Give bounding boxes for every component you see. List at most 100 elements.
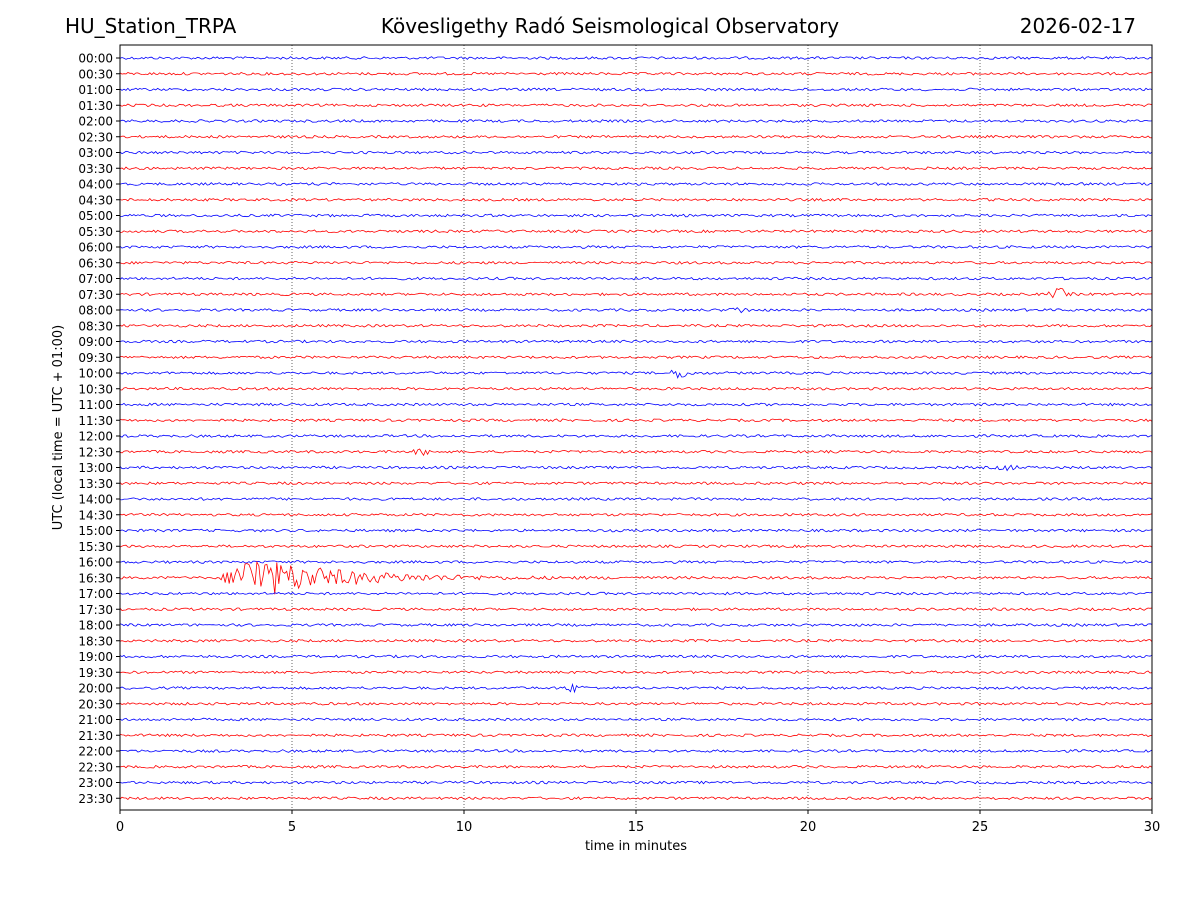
row-label-10:30: 10:30 xyxy=(78,382,113,396)
trace-11:30 xyxy=(119,418,1153,423)
trace-08:30 xyxy=(119,323,1153,328)
row-label-17:00: 17:00 xyxy=(78,587,113,601)
x-tick-label-5: 5 xyxy=(288,820,296,835)
row-label-14:00: 14:00 xyxy=(78,493,113,507)
trace-21:00 xyxy=(119,717,1153,722)
row-label-21:30: 21:30 xyxy=(78,729,113,743)
trace-18:30 xyxy=(119,638,1153,643)
trace-17:00 xyxy=(119,591,1153,596)
row-label-20:30: 20:30 xyxy=(78,697,113,711)
x-tick-label-30: 30 xyxy=(1144,820,1161,835)
x-tick-label-20: 20 xyxy=(800,820,817,835)
trace-06:00 xyxy=(119,245,1153,249)
row-label-10:00: 10:00 xyxy=(78,367,113,381)
trace-02:30 xyxy=(119,134,1153,139)
row-label-22:30: 22:30 xyxy=(78,760,113,774)
row-label-11:30: 11:30 xyxy=(78,414,113,428)
row-label-15:00: 15:00 xyxy=(78,524,113,538)
trace-07:00 xyxy=(119,276,1153,281)
trace-09:30 xyxy=(119,355,1153,360)
trace-04:00 xyxy=(119,182,1153,186)
row-label-22:00: 22:00 xyxy=(78,745,113,759)
vertical-gridlines xyxy=(291,45,981,810)
trace-00:00 xyxy=(119,56,1153,60)
row-label-20:00: 20:00 xyxy=(78,682,113,696)
row-label-12:30: 12:30 xyxy=(78,445,113,459)
row-label-16:30: 16:30 xyxy=(78,571,113,585)
trace-23:00 xyxy=(119,780,1153,785)
trace-05:30 xyxy=(119,229,1153,234)
row-label-23:00: 23:00 xyxy=(78,776,113,790)
row-label-18:00: 18:00 xyxy=(78,619,113,633)
record-date: 2026-02-17 xyxy=(1019,14,1136,38)
row-label-15:30: 15:30 xyxy=(78,540,113,554)
trace-12:00 xyxy=(119,434,1153,438)
row-label-19:30: 19:30 xyxy=(78,666,113,680)
trace-19:00 xyxy=(119,654,1153,659)
trace-13:00 xyxy=(119,464,1153,472)
trace-00:30 xyxy=(119,71,1152,76)
x-axis-label: time in minutes xyxy=(585,839,687,854)
row-label-06:30: 06:30 xyxy=(78,256,113,270)
trace-04:30 xyxy=(119,197,1153,202)
trace-20:30 xyxy=(119,701,1153,706)
trace-10:30 xyxy=(119,386,1153,391)
trace-10:00 xyxy=(119,369,1153,379)
trace-21:30 xyxy=(119,733,1153,738)
row-label-12:00: 12:00 xyxy=(78,430,113,444)
trace-12:30 xyxy=(119,448,1153,457)
row-label-01:00: 01:00 xyxy=(78,83,113,97)
trace-18:00 xyxy=(119,623,1153,627)
trace-08:00 xyxy=(119,307,1153,314)
row-label-07:30: 07:30 xyxy=(78,288,113,302)
row-label-19:00: 19:00 xyxy=(78,650,113,664)
row-label-03:00: 03:00 xyxy=(78,146,113,160)
trace-16:30 xyxy=(119,560,1152,595)
row-label-07:00: 07:00 xyxy=(78,272,113,286)
trace-13:30 xyxy=(119,481,1153,486)
trace-02:00 xyxy=(119,119,1153,123)
trace-20:00 xyxy=(119,682,1153,694)
trace-11:00 xyxy=(119,402,1153,407)
trace-15:30 xyxy=(119,544,1153,549)
row-label-21:00: 21:00 xyxy=(78,713,113,727)
row-label-13:30: 13:30 xyxy=(78,477,113,491)
trace-22:00 xyxy=(119,749,1153,753)
trace-03:00 xyxy=(119,150,1153,155)
trace-03:30 xyxy=(119,166,1153,171)
row-label-03:30: 03:30 xyxy=(78,162,113,176)
trace-05:00 xyxy=(120,213,1152,218)
row-label-14:30: 14:30 xyxy=(78,508,113,522)
x-tick-label-10: 10 xyxy=(456,820,473,835)
row-label-02:00: 02:00 xyxy=(78,115,113,129)
trace-19:30 xyxy=(119,670,1153,675)
station-name: HU_Station_TRPA xyxy=(65,14,237,38)
row-label-08:30: 08:30 xyxy=(78,319,113,333)
y-axis-label: UTC (local time = UTC + 01:00) xyxy=(51,325,66,530)
trace-01:00 xyxy=(119,87,1153,92)
row-label-11:00: 11:00 xyxy=(78,398,113,412)
row-label-06:00: 06:00 xyxy=(78,241,113,255)
row-label-23:30: 23:30 xyxy=(78,792,113,806)
x-tick-label-0: 0 xyxy=(116,820,124,835)
row-label-18:30: 18:30 xyxy=(78,634,113,648)
row-label-13:00: 13:00 xyxy=(78,461,113,475)
trace-09:00 xyxy=(119,339,1153,344)
trace-22:30 xyxy=(119,764,1153,769)
row-label-05:30: 05:30 xyxy=(78,225,113,239)
observatory-title: Kövesligethy Radó Seismological Observat… xyxy=(380,14,840,38)
x-axis-ticks: 0 5 10 15 20 25 30 xyxy=(116,810,1160,835)
x-tick-label-15: 15 xyxy=(628,820,645,835)
row-label-08:00: 08:00 xyxy=(78,304,113,318)
row-label-02:30: 02:30 xyxy=(78,130,113,144)
seismic-traces xyxy=(119,56,1153,801)
row-label-05:00: 05:00 xyxy=(78,209,113,223)
trace-17:30 xyxy=(119,607,1153,612)
trace-01:30 xyxy=(119,103,1153,108)
row-label-01:30: 01:30 xyxy=(78,99,113,113)
x-tick-label-25: 25 xyxy=(972,820,989,835)
row-label-04:30: 04:30 xyxy=(78,193,113,207)
row-label-00:30: 00:30 xyxy=(78,67,113,81)
trace-07:30 xyxy=(119,287,1153,299)
